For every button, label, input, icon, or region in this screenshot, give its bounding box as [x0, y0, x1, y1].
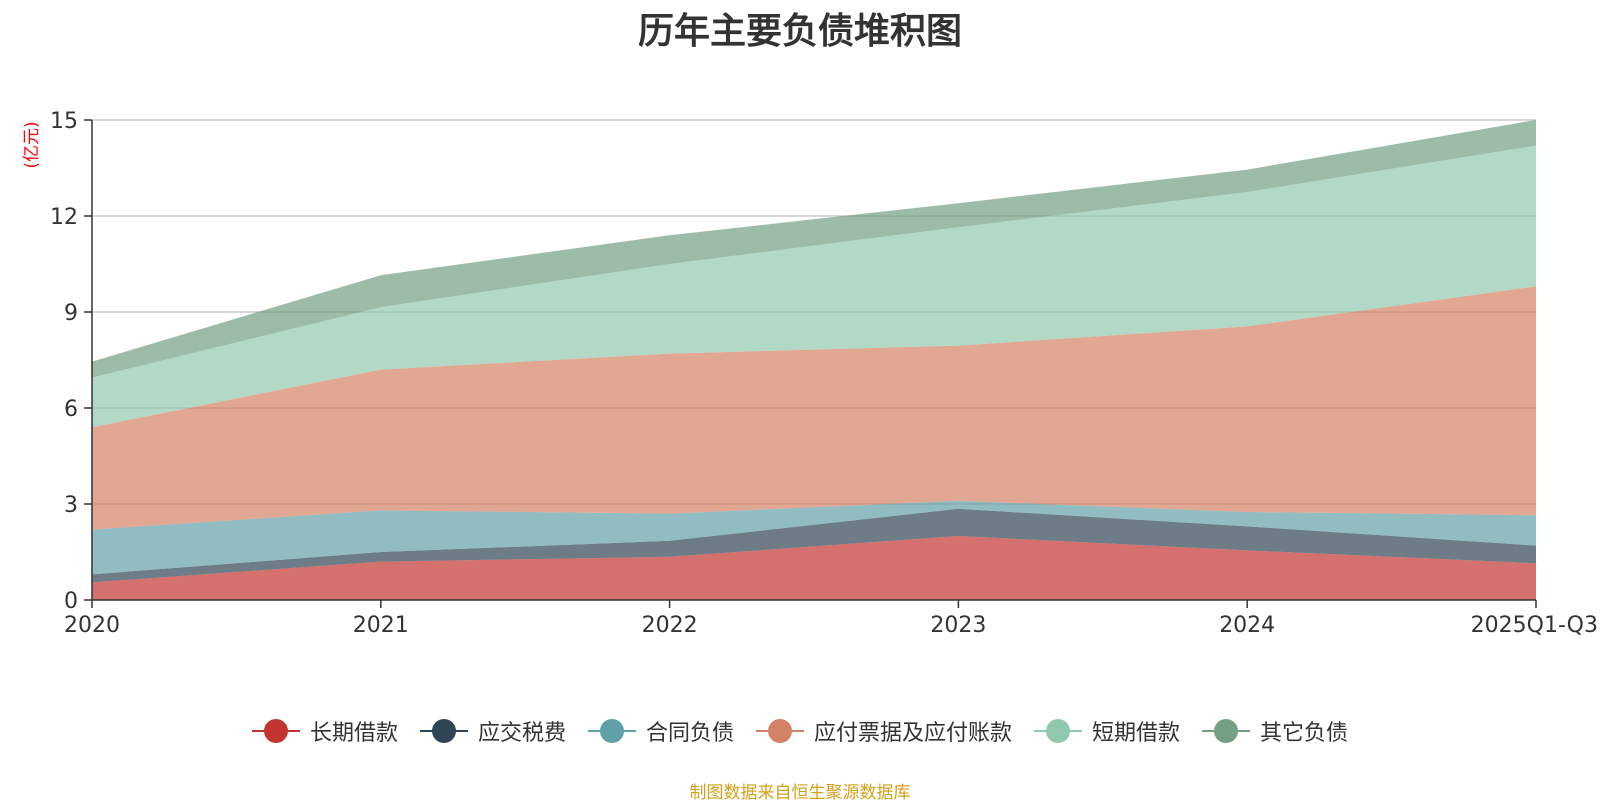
y-tick-label-5: 15 — [50, 109, 78, 134]
y-tick-label-0: 0 — [64, 589, 78, 614]
legend: 长期借款 应交税费 合同负债 应付票据及应付账款 短期借款 其它负债 — [0, 715, 1600, 747]
legend-label: 合同负债 — [645, 721, 734, 746]
legend-item-5[interactable]: 其它负债 — [1202, 715, 1348, 747]
area-series-3 — [92, 286, 1536, 530]
legend-marker-icon — [1202, 719, 1251, 743]
area-series-5 — [92, 120, 1536, 378]
x-tick-label-2: 2022 — [642, 613, 698, 638]
y-tick-label-3: 9 — [64, 301, 78, 326]
legend-label: 应交税费 — [477, 721, 566, 746]
legend-marker-icon — [251, 719, 300, 743]
y-axis-unit-label: (亿元) — [22, 121, 42, 168]
legend-marker-icon — [1034, 719, 1083, 743]
area-series-1 — [92, 508, 1536, 583]
legend-item-0[interactable]: 长期借款 — [251, 715, 398, 747]
x-tick-label-1: 2021 — [353, 613, 409, 638]
area-layer — [92, 120, 1536, 600]
area-series-0 — [92, 536, 1536, 600]
legend-item-1[interactable]: 应交税费 — [419, 715, 566, 747]
legend-label: 应付票据及应付账款 — [814, 721, 1013, 746]
area-series-4 — [92, 145, 1536, 428]
legend-item-2[interactable]: 合同负债 — [587, 715, 734, 747]
legend-label: 长期借款 — [309, 721, 398, 746]
y-tick-label-2: 6 — [64, 397, 78, 422]
legend-marker-icon — [756, 719, 804, 743]
legend-item-3[interactable]: 应付票据及应付账款 — [756, 715, 1012, 747]
y-tick-label-4: 12 — [50, 205, 78, 230]
axis-layer: 0 3 6 9 12 15 2020 2021 2022 2023 2024 2025Q1-Q3 — [50, 109, 1598, 638]
x-tick-label-4: 2024 — [1219, 613, 1275, 638]
legend-marker-icon — [587, 719, 636, 743]
legend-item-4[interactable]: 短期借款 — [1034, 715, 1180, 747]
y-tick-label-1: 3 — [64, 493, 78, 518]
x-tick-label-0: 2020 — [64, 613, 120, 638]
x-tick-label-5: 2025Q1-Q3 — [1471, 613, 1598, 638]
x-tick-label-3: 2023 — [930, 613, 986, 638]
area-series-2 — [92, 500, 1536, 575]
chart-title: 历年主要负债堆积图 — [637, 11, 962, 52]
legend-label: 短期借款 — [1092, 721, 1181, 746]
legend-label: 其它负债 — [1260, 721, 1349, 746]
legend-marker-icon — [419, 719, 468, 743]
source-note: 制图数据来自恒生聚源数据库 — [689, 783, 911, 803]
